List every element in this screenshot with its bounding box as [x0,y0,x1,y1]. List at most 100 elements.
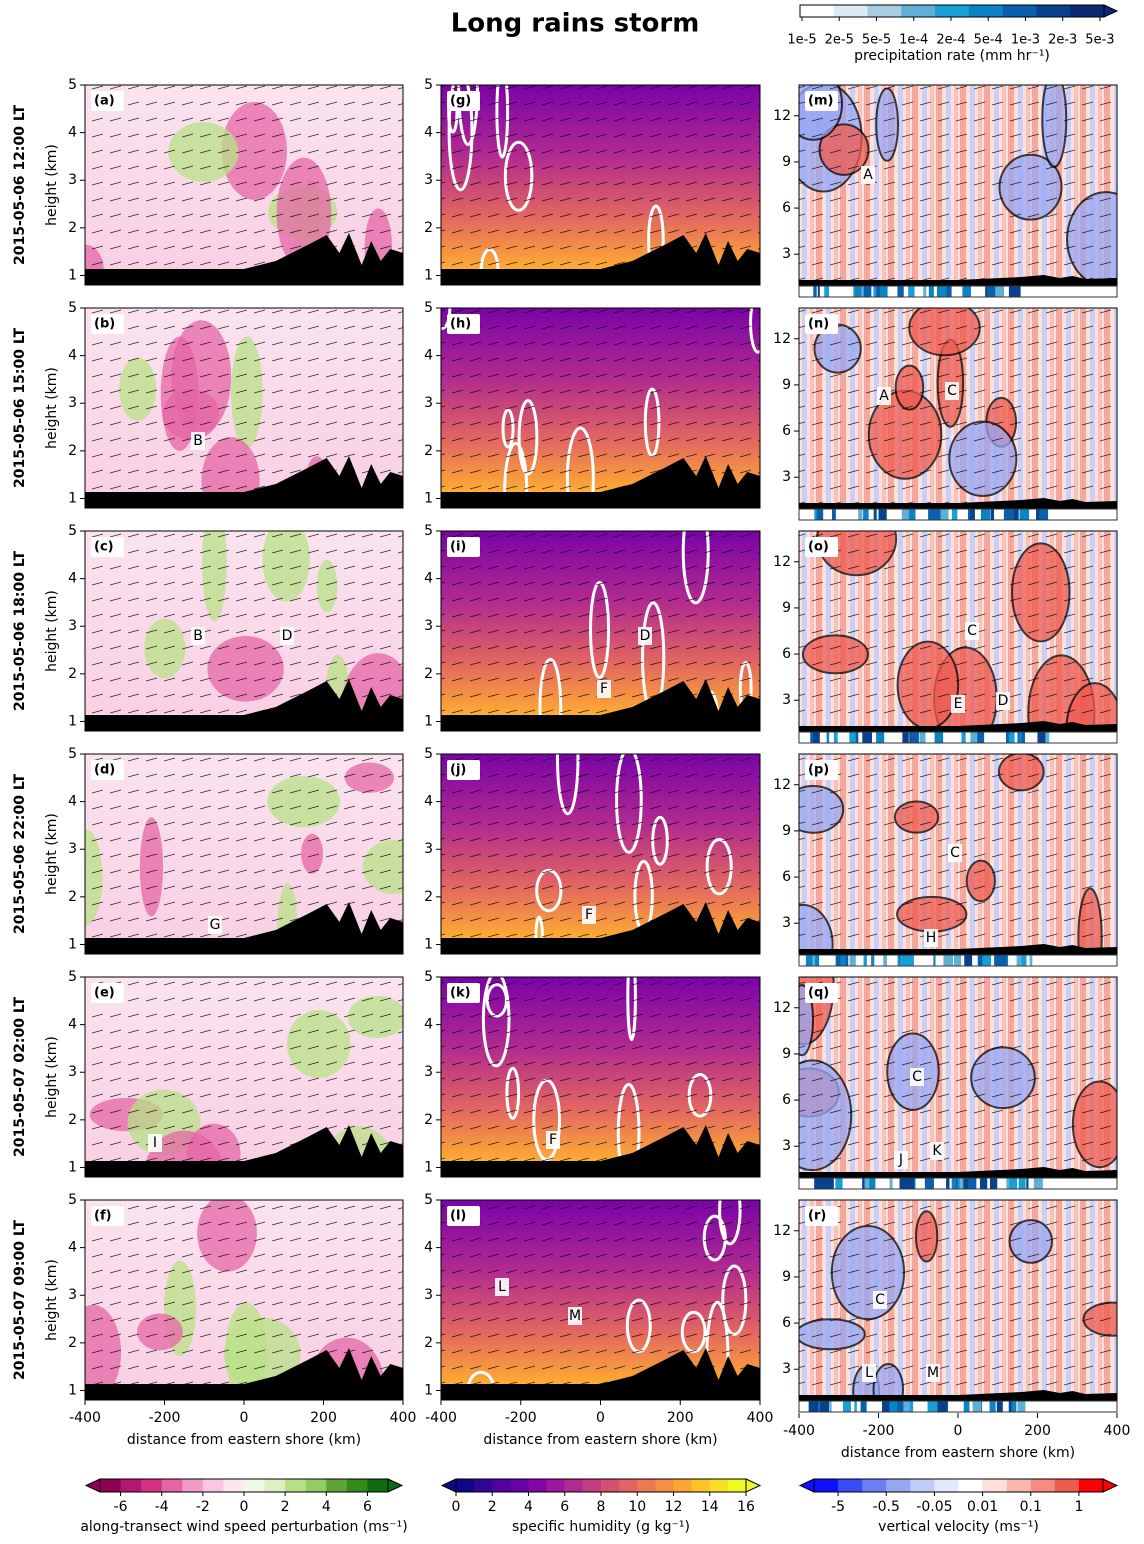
colorbar-label: vertical velocity (ms⁻¹) [878,1519,1039,1535]
colorbar-tick-label: 12 [665,1499,683,1515]
y-tick-label: 2 [424,1112,433,1128]
y-tick-label: 5 [68,1192,77,1208]
x-tick-label: 400 [390,1410,417,1426]
colorbar-tick-label: 4 [322,1499,331,1515]
colorbar-segment [546,1479,566,1492]
panel-label-box [91,760,124,780]
annotation-box [945,382,959,400]
annotation-box [862,1364,876,1382]
y-axis-label: height (km) [44,1259,60,1341]
precip-segment [941,509,949,520]
wind-vectors [799,977,1117,1177]
precip-segment [990,509,995,520]
annotation-box [148,1134,162,1152]
y-tick-label: 4 [424,794,433,810]
panel [85,85,403,285]
colorbar-segment [673,1479,693,1492]
colorbar-tick-label: 2 [281,1499,290,1515]
panel-label-box [805,537,838,557]
precip-segment [880,286,888,297]
colorbar-tick-label: 0 [240,1499,249,1515]
precip-strip-bg [798,731,1118,744]
panel [441,531,760,731]
annotation: F [585,907,593,923]
panel-label: (d) [94,763,115,778]
panel [441,977,760,1177]
colorbar-segment [474,1479,493,1492]
x-tick-label: 0 [596,1410,605,1426]
axes-frame [440,753,761,955]
panel-label-box [447,1206,480,1226]
y-tick-label: 5 [68,969,77,985]
panel-label-box [447,983,480,1003]
panel-label-box [805,760,838,780]
y-tick-label: 2 [68,443,77,459]
annotation: M [927,1365,939,1381]
wind-vectors [799,308,1117,508]
colorbar-tick-label: 1e-3 [1011,33,1040,48]
row-label: 2015-05-07 02:00 LT [12,997,28,1157]
colorbar-tick-label: -2 [196,1499,210,1515]
precip-segment [812,955,816,966]
colorbar-label: specific humidity (g kg⁻¹) [512,1519,690,1535]
y-tick-label: 6 [782,869,791,885]
panel-label-box [91,1206,124,1226]
precip-segment [829,1401,832,1412]
precip-segment [997,955,1007,966]
panel-label-box [447,91,480,111]
y-tick-label: 6 [782,1092,791,1108]
precip-segment [894,1401,904,1412]
precip-segment [876,286,881,297]
colorbar-tick-label: 0 [452,1499,461,1515]
x-tick-label: -400 [69,1410,101,1426]
precip-segment [814,1178,818,1189]
y-tick-label: 12 [773,1223,791,1239]
precip-segment [923,286,927,297]
terrain [441,233,760,285]
precip-segment [953,955,962,966]
y-tick-label: 3 [68,618,77,634]
y-tick-label: 2 [424,1335,433,1351]
y-tick-label: 2 [68,666,77,682]
precip-segment [1008,732,1015,743]
y-tick-label: 3 [68,395,77,411]
terrain [799,275,1117,285]
colorbar-segment [1006,1479,1032,1492]
precip-segment [849,955,856,966]
panel-label-box [447,314,480,334]
precip-segment [1003,509,1014,520]
precip-segment [968,509,975,520]
precip-strip-bg [798,1400,1118,1413]
colorbar-segment [305,1479,327,1492]
colorbar-extend [1102,1478,1119,1493]
colorbar-extend [387,1478,404,1493]
panel [85,308,403,508]
precip-segment [935,509,941,520]
precip-segment [908,286,915,297]
y-axis-label: height (km) [44,590,60,672]
y-tick-label: 3 [68,1064,77,1080]
x-tick-label: 400 [747,1410,774,1426]
colorbar-segment [1054,1479,1080,1492]
terrain [441,679,760,731]
colorbar-segment [582,1479,602,1492]
row-label: 2015-05-06 18:00 LT [12,551,28,711]
y-tick-label: 3 [782,1138,791,1154]
precip-segment [995,286,1004,297]
y-tick-label: 1 [424,936,433,952]
precip-segment [817,286,820,297]
precip-segment [835,955,846,966]
colorbar-tick-label: 1e-4 [899,33,928,48]
y-tick-label: 3 [782,246,791,262]
y-tick-label: 12 [773,777,791,793]
panel-label-box [805,91,838,111]
precip-segment [936,286,947,297]
colorbar-tick-label: -4 [155,1499,169,1515]
colorbar-frame [799,4,1105,18]
precip-segment [919,732,926,743]
precip-segment [986,286,997,297]
axes-frame [440,530,761,732]
colorbar-segment [367,1479,389,1492]
y-axis-label: height (km) [44,1036,60,1118]
precip-segment [862,1178,865,1189]
